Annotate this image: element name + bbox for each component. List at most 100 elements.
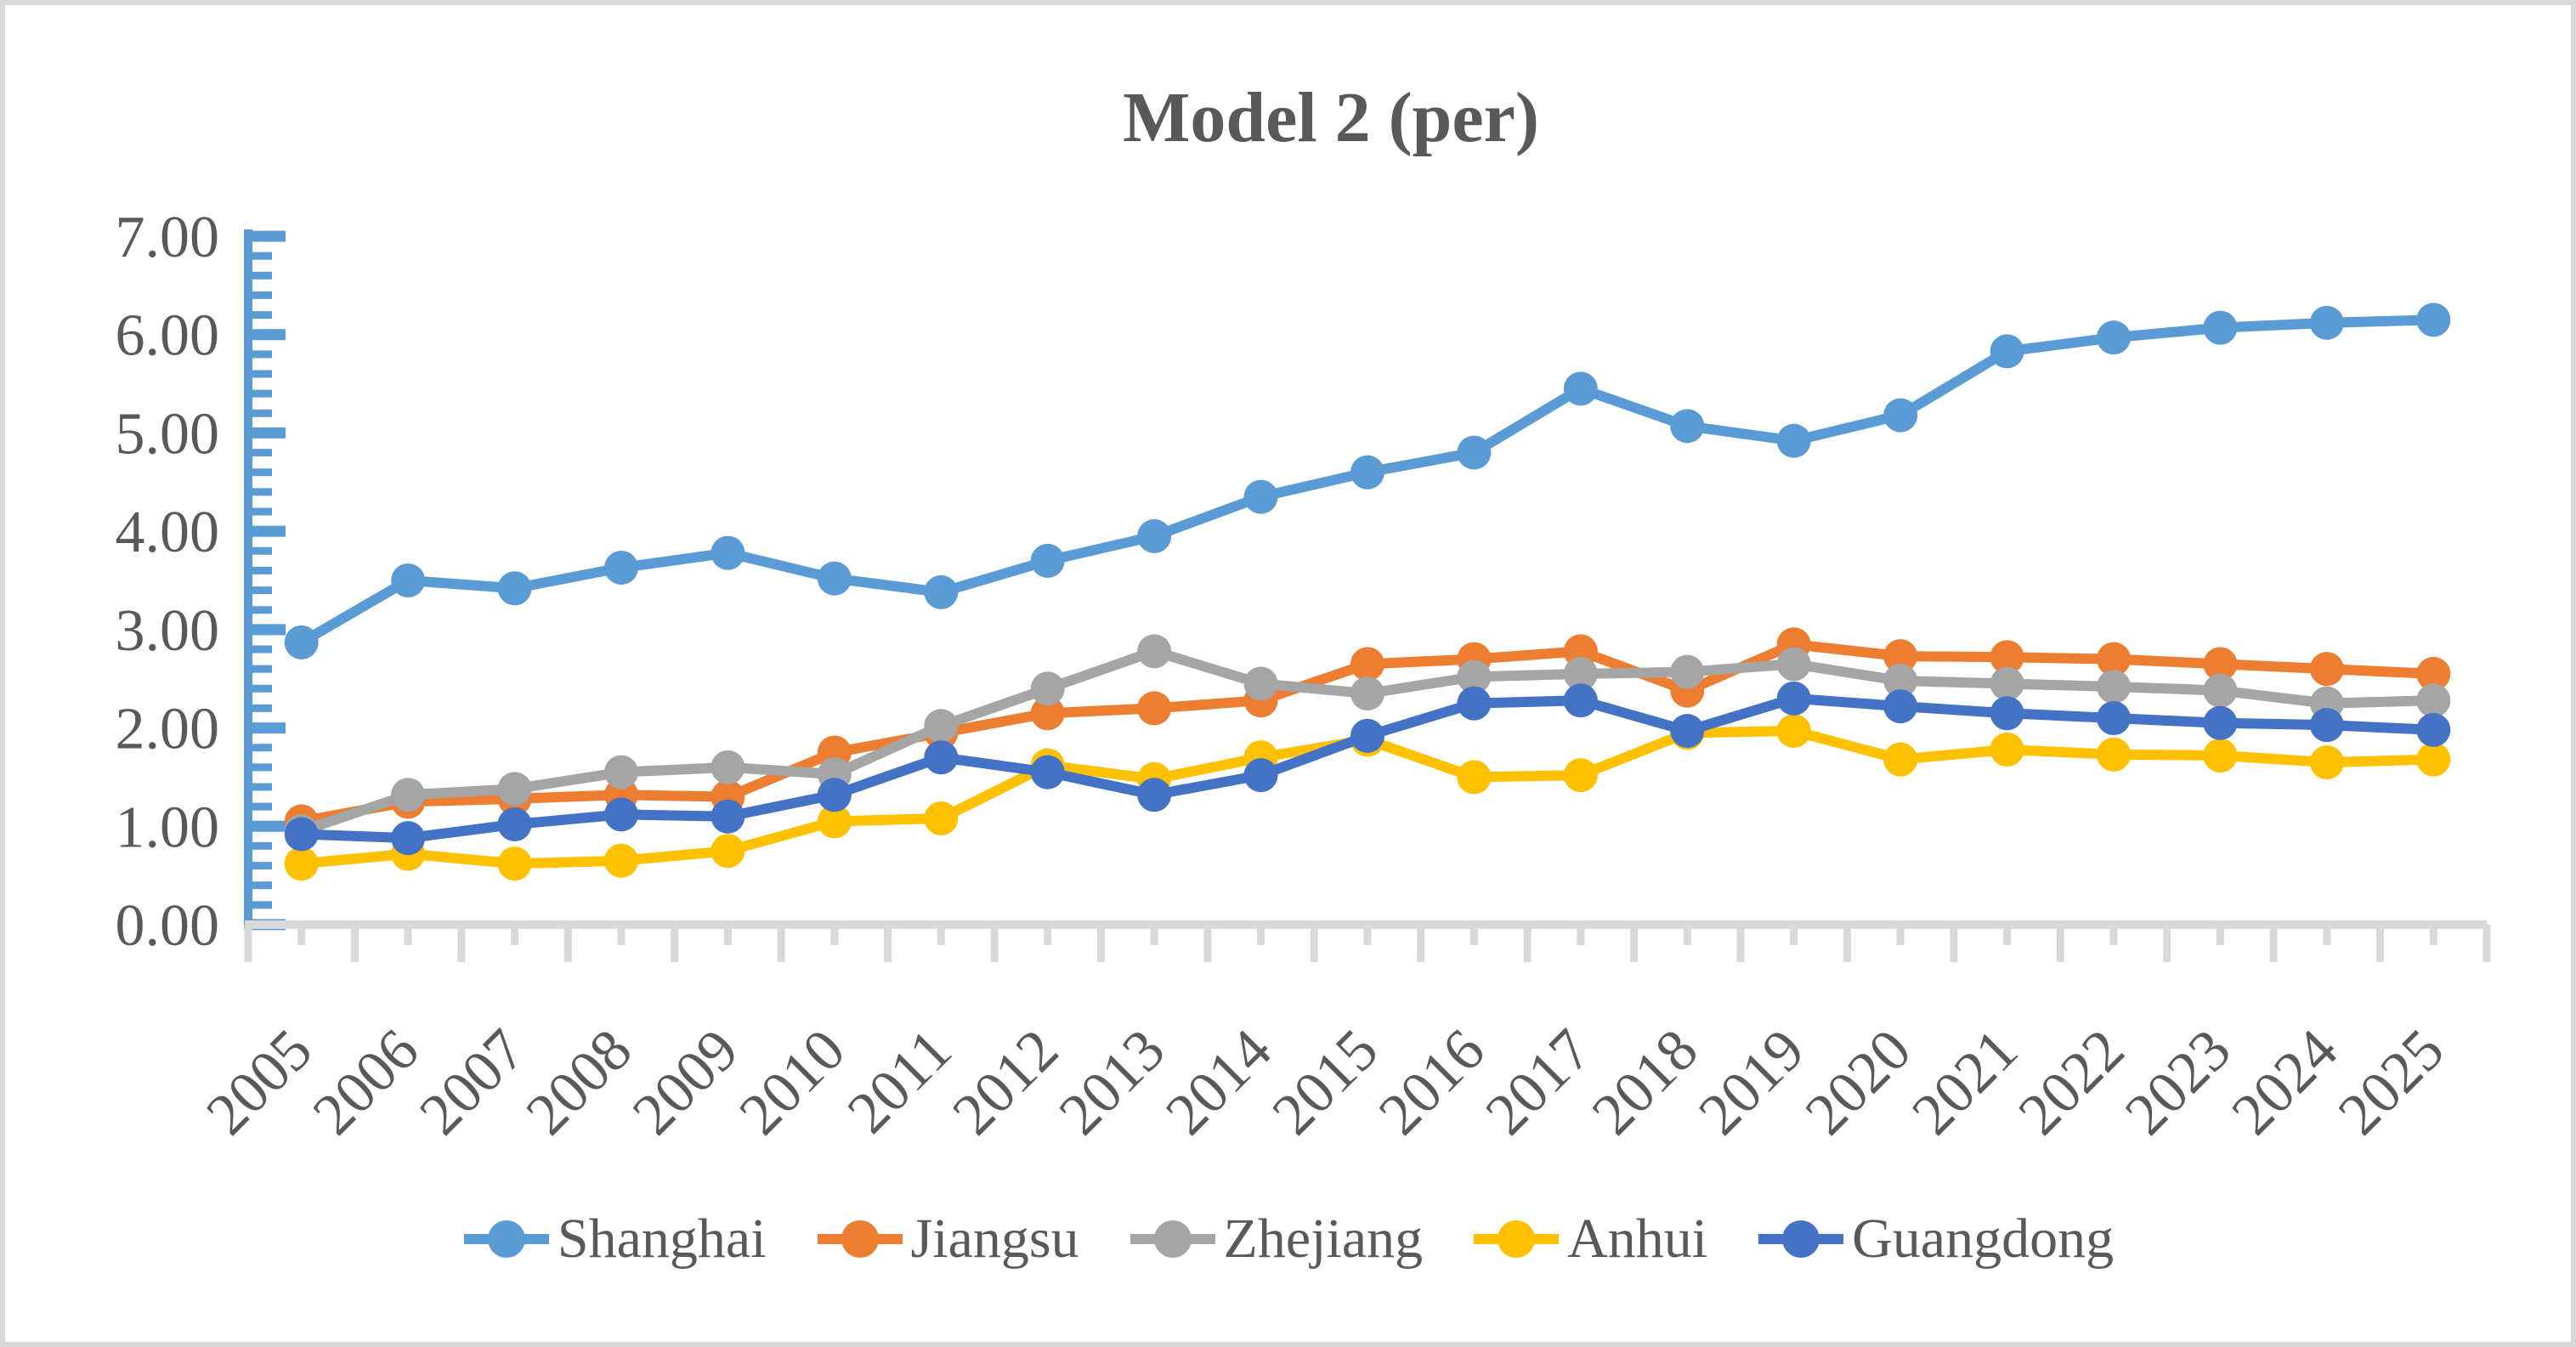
y-tick-label: 7.00 — [116, 205, 220, 270]
data-point-marker — [284, 817, 319, 852]
data-point-marker — [1030, 543, 1065, 578]
data-point-marker — [2309, 305, 2344, 340]
data-point-marker — [817, 804, 852, 839]
data-point-marker — [711, 799, 745, 834]
x-tick-label: 2014 — [1153, 1017, 1283, 1147]
x-tick-label: 2023 — [2113, 1017, 2243, 1147]
data-point-marker — [1563, 758, 1598, 793]
x-tick-label: 2018 — [1580, 1017, 1710, 1147]
legend-marker-icon — [817, 1220, 903, 1258]
x-tick-label: 2016 — [1367, 1017, 1497, 1147]
x-tick-label: 2020 — [1793, 1017, 1923, 1147]
data-point-marker — [2097, 737, 2131, 772]
x-tick-label: 2021 — [1899, 1017, 2030, 1147]
data-point-marker — [1990, 733, 2024, 767]
x-tick-label: 2010 — [728, 1017, 858, 1147]
y-tick-label: 4.00 — [116, 500, 220, 565]
data-point-marker — [604, 755, 638, 790]
data-point-marker — [1457, 686, 1492, 721]
data-point-marker — [497, 571, 532, 606]
series-shanghai — [284, 303, 2451, 659]
data-point-marker — [2416, 303, 2451, 337]
data-point-marker — [2416, 742, 2451, 777]
data-point-marker — [817, 778, 852, 812]
legend-label: Zhejiang — [1223, 1208, 1424, 1270]
x-tick-label: 2022 — [2007, 1017, 2137, 1147]
data-point-marker — [1776, 714, 1811, 749]
legend-marker-icon — [463, 1220, 549, 1258]
legend-marker-icon — [1129, 1220, 1215, 1258]
data-point-marker — [1776, 647, 1811, 682]
x-tick-label: 2007 — [407, 1017, 537, 1147]
data-point-marker — [1670, 654, 1705, 689]
data-point-marker — [2416, 683, 2451, 718]
data-point-marker — [2097, 701, 2131, 735]
data-point-marker — [2203, 705, 2238, 740]
data-point-marker — [817, 561, 852, 596]
data-point-marker — [711, 535, 745, 570]
data-point-marker — [497, 846, 532, 881]
x-tick-label: 2025 — [2326, 1017, 2456, 1147]
y-tick-label: 1.00 — [116, 795, 220, 860]
data-point-marker — [1030, 671, 1065, 706]
x-tick-label: 2006 — [301, 1017, 431, 1147]
data-point-marker — [604, 843, 638, 878]
data-point-marker — [284, 846, 319, 881]
data-point-marker — [2097, 642, 2131, 676]
data-point-marker — [1883, 742, 1918, 777]
data-point-marker — [1137, 691, 1172, 726]
legend-label: Guangdong — [1852, 1208, 2115, 1270]
x-tick-label: 2019 — [1687, 1017, 1817, 1147]
data-point-marker — [1563, 371, 1598, 406]
data-point-marker — [1350, 455, 1384, 490]
data-point-marker — [1457, 760, 1492, 795]
x-tick-label: 2008 — [514, 1017, 644, 1147]
data-point-marker — [1563, 683, 1598, 718]
legend-dot — [841, 1220, 879, 1258]
data-point-marker — [2416, 656, 2451, 691]
x-tick-label: 2009 — [620, 1017, 750, 1147]
data-point-marker — [2309, 708, 2344, 743]
data-point-marker — [1137, 634, 1172, 669]
x-tick-label: 2024 — [2220, 1017, 2350, 1147]
legend-item-guangdong: Guangdong — [1757, 1211, 2114, 1267]
data-point-marker — [1776, 681, 1811, 716]
data-point-marker — [1350, 647, 1384, 682]
data-point-marker — [1883, 689, 1918, 724]
data-point-marker — [711, 750, 745, 784]
legend-item-shanghai: Shanghai — [462, 1211, 767, 1267]
legend-item-jiangsu: Jiangsu — [816, 1211, 1079, 1267]
legend-label: Jiangsu — [910, 1208, 1079, 1270]
data-point-marker — [1350, 676, 1384, 711]
legend-marker-icon — [1758, 1220, 1844, 1258]
legend-dot — [1153, 1220, 1192, 1258]
data-point-marker — [2309, 652, 2344, 687]
data-point-marker — [2203, 738, 2238, 773]
x-tick-label: 2013 — [1047, 1017, 1177, 1147]
legend-label: Anhui — [1567, 1208, 1708, 1270]
data-point-marker — [604, 797, 638, 832]
data-point-marker — [604, 550, 638, 585]
data-point-marker — [1883, 398, 1918, 433]
data-point-marker — [1243, 666, 1278, 701]
data-point-marker — [2203, 310, 2238, 345]
y-axis — [244, 229, 286, 931]
chart-legend: Shanghai Jiangsu Zhejiang Anhui Guangdong — [5, 1188, 2571, 1290]
data-point-marker — [497, 807, 532, 841]
data-point-marker — [1563, 656, 1598, 691]
data-point-marker — [2309, 745, 2344, 780]
legend-marker-icon — [1474, 1220, 1560, 1258]
chart-canvas: Model 2 (per) 0.00 1.00 2.00 3.00 4.00 5.00 6.… — [116, 78, 2491, 1147]
x-tick-label: 2005 — [195, 1017, 325, 1147]
legend-dot — [1497, 1220, 1536, 1258]
data-point-marker — [1457, 659, 1492, 694]
data-point-marker — [1243, 758, 1278, 793]
data-point-marker — [1457, 435, 1492, 470]
data-point-marker — [1883, 639, 1918, 674]
chart-title: Model 2 (per) — [1123, 78, 1539, 157]
x-tick-labels: 2005200620072008200920102011201220132014… — [195, 1017, 2457, 1147]
x-tick-label: 2015 — [1260, 1017, 1390, 1147]
x-tick-label: 2012 — [941, 1017, 1071, 1147]
data-point-marker — [391, 778, 426, 812]
